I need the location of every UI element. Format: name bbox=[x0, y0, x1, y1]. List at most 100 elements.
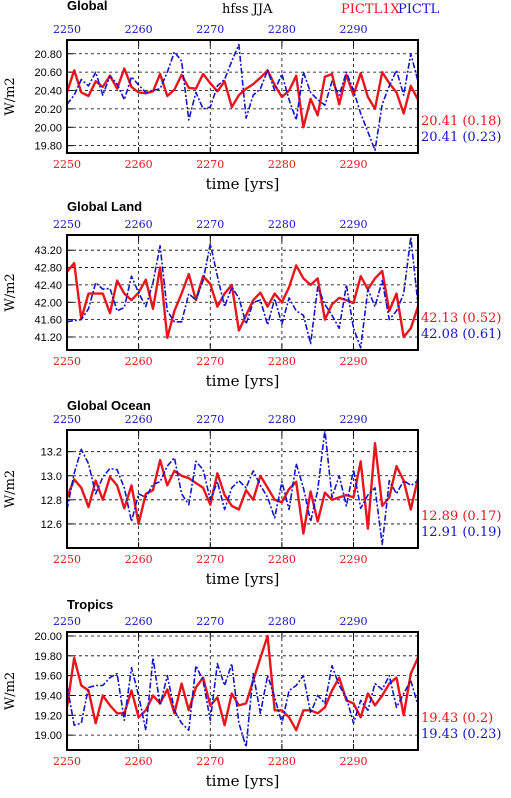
x-tick-label-bottom: 2270 bbox=[196, 553, 224, 566]
series-line-pictl bbox=[66, 236, 419, 349]
y-tick-label: 13.2 bbox=[41, 447, 62, 459]
plot-frame bbox=[66, 429, 419, 549]
y-tick-label: 20.20 bbox=[34, 104, 62, 116]
legend-red-label: PICTL1X bbox=[341, 2, 400, 17]
stat-label: 42.13 (0.52) bbox=[421, 311, 501, 326]
x-tick-label-top: 2280 bbox=[268, 23, 296, 36]
series-line-pictl1x bbox=[65, 442, 420, 535]
y-tick-label: 41.60 bbox=[34, 315, 62, 327]
x-tick-label-bottom: 2270 bbox=[196, 355, 224, 368]
x-tick-label-top: 2290 bbox=[340, 413, 368, 426]
legend-blue-label: PICTL bbox=[398, 2, 440, 17]
x-tick-label-bottom: 2280 bbox=[268, 158, 296, 171]
plot-frame bbox=[66, 39, 419, 154]
x-axis-label: time [yrs] bbox=[206, 175, 280, 193]
figure-title: hfss JJA bbox=[222, 2, 273, 17]
x-tick-label-bottom: 2280 bbox=[268, 755, 296, 768]
x-tick-label-top: 2270 bbox=[196, 615, 224, 628]
series-line-pictl bbox=[66, 429, 419, 546]
x-tick-label-top: 2260 bbox=[125, 615, 153, 628]
x-tick-label-bottom: 2290 bbox=[340, 755, 368, 768]
x-tick-label-top: 2290 bbox=[340, 615, 368, 628]
panel-title: Tropics bbox=[67, 597, 113, 612]
panel-title: Global Ocean bbox=[67, 398, 151, 413]
y-tick-label: 20.00 bbox=[34, 631, 62, 643]
plot-frame bbox=[66, 234, 419, 351]
y-tick-label: 42.00 bbox=[34, 297, 62, 309]
x-tick-label-bottom: 2280 bbox=[268, 355, 296, 368]
y-tick-label: 12.6 bbox=[41, 519, 62, 531]
x-axis-label: time [yrs] bbox=[206, 772, 280, 790]
x-tick-label-bottom: 2250 bbox=[53, 553, 81, 566]
plot-frame bbox=[66, 631, 419, 751]
y-tick-label: 19.20 bbox=[34, 710, 62, 722]
y-axis-label: W/m2 bbox=[3, 672, 18, 710]
series-line-pictl1x bbox=[66, 262, 420, 339]
y-tick-label: 19.40 bbox=[34, 690, 62, 702]
panel-3: Global Ocean 12.6 12.8 13.0 13.2 2250 2250 2260… bbox=[3, 398, 501, 588]
x-tick-label-bottom: 2260 bbox=[125, 755, 153, 768]
y-tick-label: 42.80 bbox=[34, 263, 62, 275]
panel-title: Global bbox=[67, 0, 107, 13]
stat-label: 20.41 (0.23) bbox=[421, 130, 501, 145]
x-tick-label-top: 2250 bbox=[53, 23, 81, 36]
x-tick-label-bottom: 2260 bbox=[125, 355, 153, 368]
y-tick-label: 19.00 bbox=[34, 730, 62, 742]
y-tick-label: 19.60 bbox=[34, 671, 62, 683]
x-tick-label-top: 2260 bbox=[125, 218, 153, 231]
panel-1: Global 19.80 20.00 20.20 20.40 20.60 20.80 2250… bbox=[3, 0, 501, 193]
x-tick-label-top: 2280 bbox=[268, 615, 296, 628]
y-tick-label: 20.60 bbox=[34, 67, 62, 79]
x-tick-label-bottom: 2290 bbox=[340, 355, 368, 368]
y-tick-label: 19.80 bbox=[34, 141, 62, 153]
x-tick-label-top: 2260 bbox=[125, 23, 153, 36]
y-tick-label: 20.80 bbox=[34, 49, 62, 61]
stat-label: 20.41 (0.18) bbox=[421, 114, 501, 129]
y-tick-label: 41.20 bbox=[34, 332, 62, 344]
stat-label: 12.89 (0.17) bbox=[421, 509, 501, 524]
x-tick-label-bottom: 2260 bbox=[125, 553, 153, 566]
series-line-pictl bbox=[66, 656, 419, 748]
panel-title: Global Land bbox=[67, 199, 142, 214]
x-tick-label-bottom: 2290 bbox=[340, 553, 368, 566]
x-axis-label: time [yrs] bbox=[206, 570, 280, 588]
y-axis-label: W/m2 bbox=[3, 470, 18, 508]
x-tick-label-bottom: 2270 bbox=[196, 158, 224, 171]
y-tick-label: 20.40 bbox=[34, 86, 62, 98]
y-tick-label: 42.40 bbox=[34, 280, 62, 292]
x-tick-label-top: 2270 bbox=[196, 218, 224, 231]
x-tick-label-top: 2260 bbox=[125, 413, 153, 426]
x-tick-label-bottom: 2250 bbox=[53, 158, 81, 171]
y-tick-label: 19.80 bbox=[34, 651, 62, 663]
x-tick-label-bottom: 2280 bbox=[268, 553, 296, 566]
x-axis-label: time [yrs] bbox=[206, 372, 280, 390]
stat-label: 42.08 (0.61) bbox=[421, 327, 501, 342]
x-tick-label-top: 2280 bbox=[268, 413, 296, 426]
series-line-pictl1x bbox=[65, 634, 420, 732]
x-tick-label-top: 2250 bbox=[53, 615, 81, 628]
series-line-pictl bbox=[66, 43, 419, 151]
stat-label: 12.91 (0.19) bbox=[421, 525, 501, 540]
x-tick-label-bottom: 2250 bbox=[53, 755, 81, 768]
series-line-pictl1x bbox=[65, 67, 420, 129]
x-tick-label-bottom: 2290 bbox=[340, 158, 368, 171]
x-tick-label-top: 2290 bbox=[340, 218, 368, 231]
x-tick-label-bottom: 2250 bbox=[53, 355, 81, 368]
y-tick-label: 20.00 bbox=[34, 122, 62, 134]
x-tick-label-bottom: 2270 bbox=[196, 755, 224, 768]
x-tick-label-top: 2270 bbox=[196, 413, 224, 426]
x-tick-label-top: 2250 bbox=[53, 218, 81, 231]
x-tick-label-top: 2270 bbox=[196, 23, 224, 36]
panel-2: Global Land 41.20 41.60 42.00 42.40 42.80 43.2… bbox=[3, 199, 501, 390]
y-tick-label: 12.8 bbox=[41, 495, 62, 507]
x-tick-label-top: 2290 bbox=[340, 23, 368, 36]
panel-4: Tropics 19.00 19.20 19.40 19.60 19.80 20.00 225… bbox=[3, 597, 501, 790]
y-tick-label: 43.20 bbox=[34, 245, 62, 257]
x-tick-label-top: 2250 bbox=[53, 413, 81, 426]
x-tick-label-top: 2280 bbox=[268, 218, 296, 231]
panels: Global 19.80 20.00 20.20 20.40 20.60 20.80 2250… bbox=[3, 0, 501, 790]
stat-label: 19.43 (0.2) bbox=[421, 711, 493, 726]
y-axis-label: W/m2 bbox=[3, 273, 18, 311]
x-tick-label-bottom: 2260 bbox=[125, 158, 153, 171]
